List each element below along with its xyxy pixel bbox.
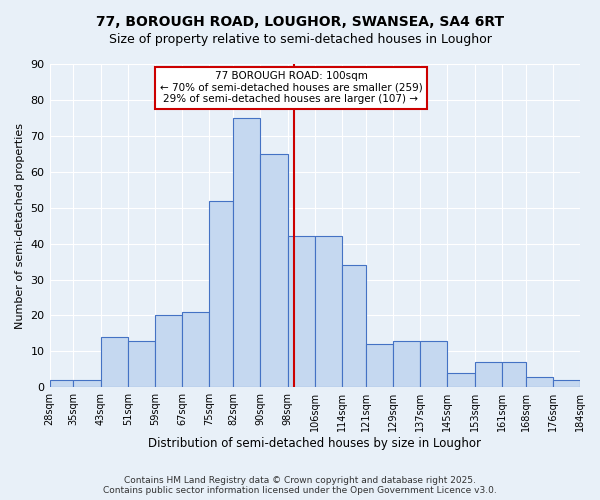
X-axis label: Distribution of semi-detached houses by size in Loughor: Distribution of semi-detached houses by … <box>148 437 481 450</box>
Text: 77, BOROUGH ROAD, LOUGHOR, SWANSEA, SA4 6RT: 77, BOROUGH ROAD, LOUGHOR, SWANSEA, SA4 … <box>96 15 504 29</box>
Bar <box>182 312 209 388</box>
Text: Size of property relative to semi-detached houses in Loughor: Size of property relative to semi-detach… <box>109 32 491 46</box>
Bar <box>50 380 73 388</box>
Bar <box>155 316 182 388</box>
Bar <box>393 340 420 388</box>
Bar <box>233 118 260 388</box>
Bar <box>128 340 155 388</box>
Bar <box>315 236 342 388</box>
Bar <box>420 340 448 388</box>
Bar <box>260 154 287 388</box>
Bar <box>342 265 366 388</box>
Bar <box>209 200 233 388</box>
Bar <box>73 380 101 388</box>
Text: 77 BOROUGH ROAD: 100sqm
← 70% of semi-detached houses are smaller (259)
29% of s: 77 BOROUGH ROAD: 100sqm ← 70% of semi-de… <box>160 71 422 104</box>
Text: Contains HM Land Registry data © Crown copyright and database right 2025.
Contai: Contains HM Land Registry data © Crown c… <box>103 476 497 495</box>
Bar <box>553 380 580 388</box>
Bar <box>526 376 553 388</box>
Bar <box>502 362 526 388</box>
Bar <box>366 344 393 388</box>
Bar <box>475 362 502 388</box>
Bar <box>287 236 315 388</box>
Bar <box>101 337 128 388</box>
Y-axis label: Number of semi-detached properties: Number of semi-detached properties <box>15 122 25 328</box>
Bar <box>448 373 475 388</box>
